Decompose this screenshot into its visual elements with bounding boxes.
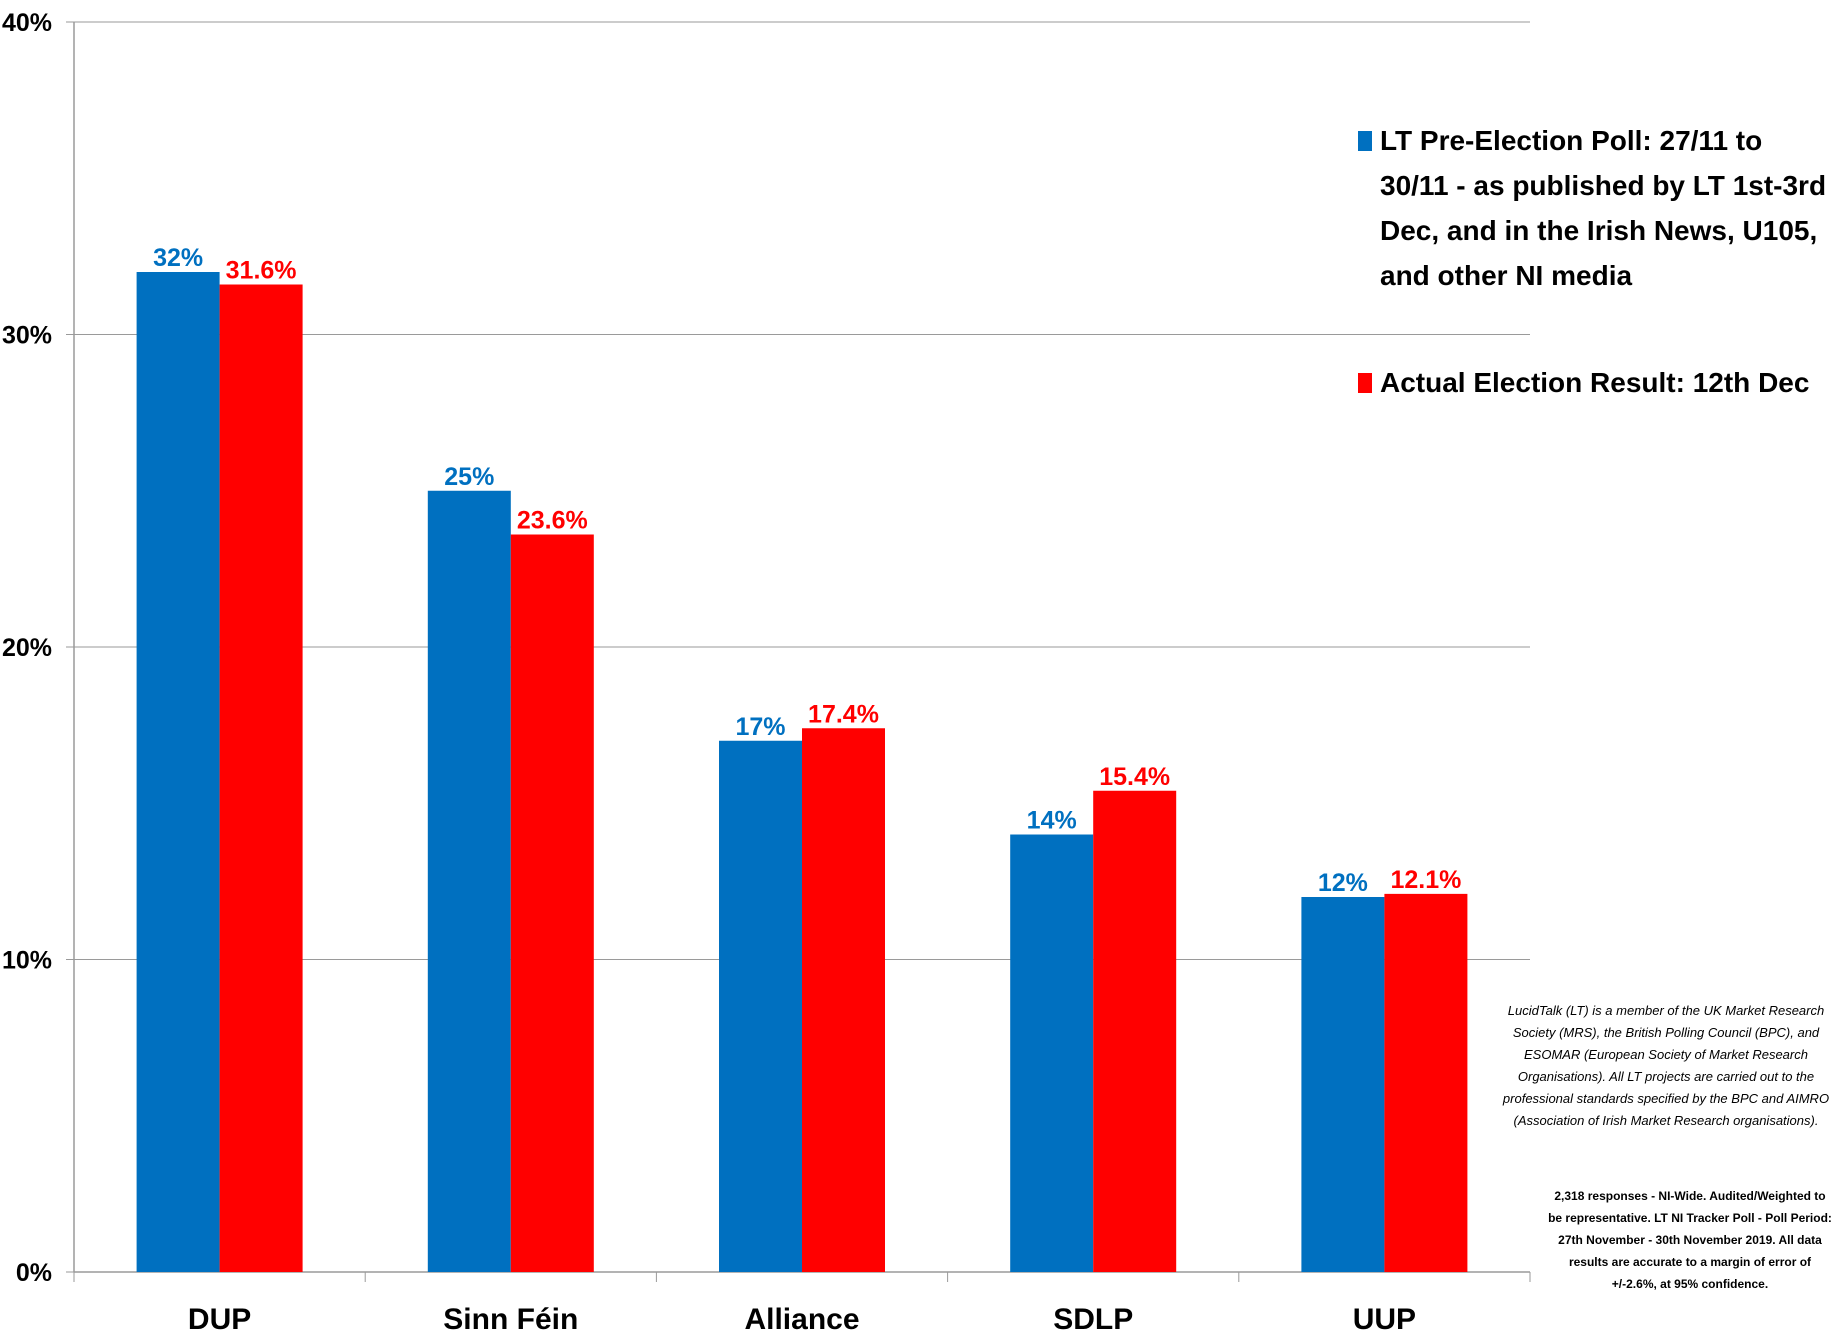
data-label-poll: 14% bbox=[1027, 807, 1077, 835]
bars bbox=[136, 272, 1468, 1272]
membership-note: LucidTalk (LT) is a member of the UK Mar… bbox=[1502, 1003, 1830, 1128]
y-axis-ticks: 0% 10% 20% 30% 40% bbox=[2, 9, 74, 1287]
legend: LT Pre-Election Poll: 27/11 to 30/11 - a… bbox=[1358, 118, 1828, 405]
bar-poll bbox=[1301, 897, 1385, 1272]
data-labels: 32% 31.6% 25% 23.6% 17% 17.4% 14% 15.4% 12% 12.1% bbox=[153, 244, 1461, 897]
y-tick-label: 0% bbox=[16, 1259, 52, 1287]
data-label-result: 15.4% bbox=[1099, 763, 1170, 791]
bar-result bbox=[510, 534, 594, 1272]
bar-poll bbox=[427, 490, 511, 1272]
legend-label-result: Actual Election Result: 12th Dec bbox=[1380, 367, 1810, 398]
data-label-result: 23.6% bbox=[517, 507, 588, 535]
legend-item-poll: LT Pre-Election Poll: 27/11 to 30/11 - a… bbox=[1358, 118, 1828, 298]
data-label-poll: 17% bbox=[735, 713, 785, 741]
category-label: Sinn Féin bbox=[443, 1303, 578, 1335]
data-label-poll: 25% bbox=[444, 463, 494, 491]
y-tick-label: 10% bbox=[2, 947, 52, 975]
category-labels: DUP Sinn Féin Alliance SDLP UUP bbox=[73, 1272, 1531, 1335]
bar-result bbox=[802, 728, 885, 1272]
category-label: SDLP bbox=[1053, 1303, 1133, 1335]
y-tick-label: 20% bbox=[2, 634, 52, 662]
legend-swatch-result bbox=[1358, 373, 1372, 393]
data-label-result: 17.4% bbox=[808, 700, 879, 728]
bar-result bbox=[1384, 893, 1468, 1272]
data-label-poll: 32% bbox=[153, 244, 203, 272]
category-label: UUP bbox=[1353, 1303, 1416, 1335]
legend-swatch-poll bbox=[1358, 131, 1372, 151]
category-label: DUP bbox=[188, 1303, 251, 1335]
y-tick-label: 30% bbox=[2, 322, 52, 350]
legend-item-result: Actual Election Result: 12th Dec bbox=[1358, 360, 1828, 405]
category-label: Alliance bbox=[744, 1303, 859, 1335]
bar-result bbox=[1093, 790, 1177, 1272]
bar-poll bbox=[1010, 834, 1094, 1272]
bar-poll bbox=[719, 740, 802, 1272]
methodology-note: 2,318 responses - NI-Wide. Audited/Weigh… bbox=[1548, 1189, 1832, 1291]
y-tick-label: 40% bbox=[2, 9, 52, 37]
data-label-result: 31.6% bbox=[226, 257, 297, 285]
bar-result bbox=[219, 284, 303, 1272]
data-label-poll: 12% bbox=[1318, 869, 1368, 897]
bar-poll bbox=[136, 272, 220, 1272]
legend-label-poll: LT Pre-Election Poll: 27/11 to 30/11 - a… bbox=[1380, 125, 1827, 291]
data-label-result: 12.1% bbox=[1390, 866, 1461, 894]
